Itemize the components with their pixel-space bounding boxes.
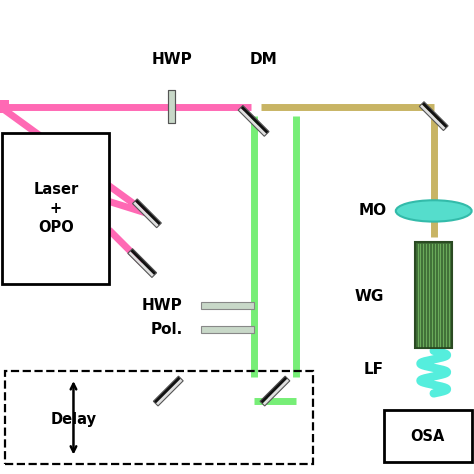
Bar	[5, 371, 313, 464]
Polygon shape	[155, 378, 183, 406]
Polygon shape	[168, 90, 172, 123]
Bar	[0, 100, 9, 113]
Ellipse shape	[396, 200, 472, 221]
Polygon shape	[154, 376, 181, 404]
Polygon shape	[262, 378, 290, 406]
Bar	[168, 90, 175, 123]
Polygon shape	[133, 201, 159, 228]
Polygon shape	[419, 104, 446, 130]
Bar	[384, 410, 472, 462]
Bar	[415, 242, 452, 348]
Text: DM: DM	[249, 52, 277, 67]
Polygon shape	[172, 90, 175, 123]
Polygon shape	[240, 105, 269, 134]
Bar	[201, 302, 254, 309]
Text: Delay: Delay	[50, 412, 97, 427]
Text: HWP: HWP	[151, 52, 192, 67]
Text: Pol.: Pol.	[150, 322, 182, 337]
Polygon shape	[130, 249, 156, 275]
Bar	[2, 133, 109, 284]
Polygon shape	[260, 376, 288, 404]
Bar	[201, 326, 254, 333]
Text: Laser
+
OPO: Laser + OPO	[33, 182, 79, 235]
Polygon shape	[128, 251, 154, 277]
Text: MO: MO	[358, 203, 386, 219]
Text: WG: WG	[355, 289, 384, 304]
Polygon shape	[238, 108, 267, 137]
Text: LF: LF	[364, 362, 384, 377]
Polygon shape	[422, 102, 448, 128]
Text: OSA: OSA	[410, 428, 445, 444]
Text: HWP: HWP	[142, 298, 182, 313]
Polygon shape	[135, 199, 161, 225]
